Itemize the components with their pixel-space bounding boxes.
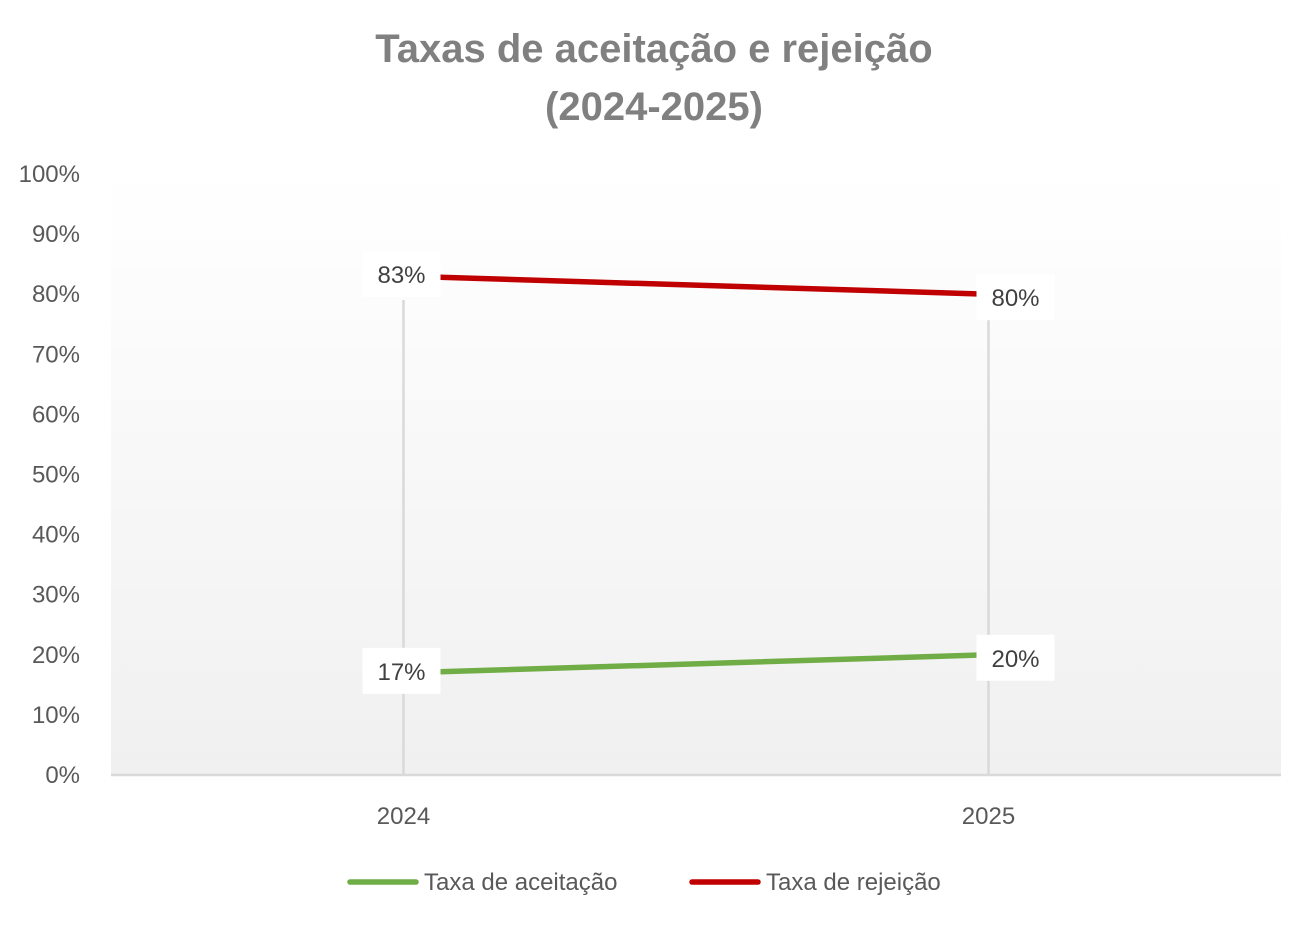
grid-layer: [402, 300, 990, 775]
y-tick-label: 70%: [32, 341, 80, 368]
legend-label-1: Taxa de rejeição: [766, 869, 941, 896]
legend: Taxa de aceitação Taxa de rejeição: [347, 869, 941, 896]
x-tick-label: 2024: [377, 803, 430, 830]
y-tick-label: 90%: [32, 221, 80, 248]
plot-area: [111, 174, 1281, 775]
y-tick-label: 100%: [19, 161, 80, 188]
y-tick-label: 80%: [32, 281, 80, 308]
y-tick-label: 20%: [32, 642, 80, 669]
x-tick-label: 2025: [962, 803, 1015, 830]
chart-title: Taxas de aceitação e rejeição: [375, 27, 932, 71]
y-tick-label: 10%: [32, 702, 80, 729]
series-layer: [400, 273, 992, 676]
legend-label-0: Taxa de aceitação: [424, 869, 617, 896]
chart-subtitle: (2024-2025): [545, 85, 763, 129]
y-tick-label: 50%: [32, 462, 80, 489]
y-tick-label: 30%: [32, 582, 80, 609]
y-tick-label: 40%: [32, 522, 80, 549]
data-label-bg: [362, 251, 441, 298]
data-label: 17%: [377, 659, 425, 686]
series-line-1: [400, 273, 992, 297]
y-tick-label: 60%: [32, 401, 80, 428]
data-label-bg: [362, 647, 441, 694]
data-label: 20%: [991, 646, 1039, 673]
y-tick-label: 0%: [45, 762, 80, 789]
series-line-0: [400, 652, 992, 676]
x-axis: 2024 2025: [111, 773, 1281, 830]
y-axis: 0% 10% 20% 30% 40% 50% 60% 70% 80% 90% 100%: [19, 161, 80, 789]
data-label-bg: [976, 634, 1055, 681]
data-label: 80%: [991, 285, 1039, 312]
data-label-bg: [976, 274, 1055, 321]
data-label: 83%: [377, 262, 425, 289]
data-labels: 17% 20% 83% 80%: [362, 251, 1055, 694]
